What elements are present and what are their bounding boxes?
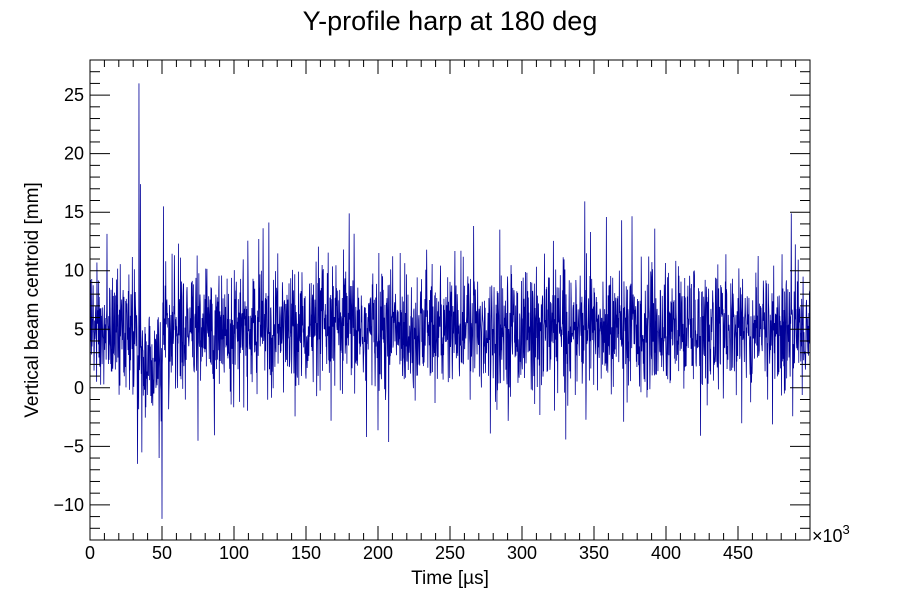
x-tick-label: 100	[219, 543, 249, 563]
x-tick-label: 300	[507, 543, 537, 563]
x-tick-label: 450	[723, 543, 753, 563]
y-tick-label: 20	[64, 144, 84, 164]
x-tick-label: 0	[85, 543, 95, 563]
x-multiplier-exponent: 3	[843, 522, 850, 537]
x-multiplier-base: ×10	[812, 526, 843, 546]
x-multiplier-label: ×103	[812, 522, 850, 546]
y-tick-label: −10	[53, 495, 84, 515]
x-tick-label: 350	[579, 543, 609, 563]
y-tick-label: 10	[64, 261, 84, 281]
y-axis-label: Vertical beam centroid [mm]	[22, 182, 43, 417]
tick-layer: 0 50 100 150 200 250 300 350 400 450 −10 −5 0 5 10 15 20…	[53, 59, 811, 563]
y-tick-label: 15	[64, 202, 84, 222]
x-axis-label: Time [µs]	[411, 568, 489, 589]
series-line	[89, 83, 811, 519]
y-tick-label: 25	[64, 85, 84, 105]
x-tick-label: 50	[152, 543, 172, 563]
x-tick-label: 400	[651, 543, 681, 563]
x-tick-label: 250	[435, 543, 465, 563]
y-tick-label: 0	[74, 378, 84, 398]
x-tick-label: 150	[291, 543, 321, 563]
y-tick-label: −5	[63, 436, 84, 456]
y-tick-label: 5	[74, 319, 84, 339]
chart-title: Y-profile harp at 180 deg	[303, 6, 598, 36]
series-layer	[89, 83, 811, 519]
x-tick-label: 200	[363, 543, 393, 563]
